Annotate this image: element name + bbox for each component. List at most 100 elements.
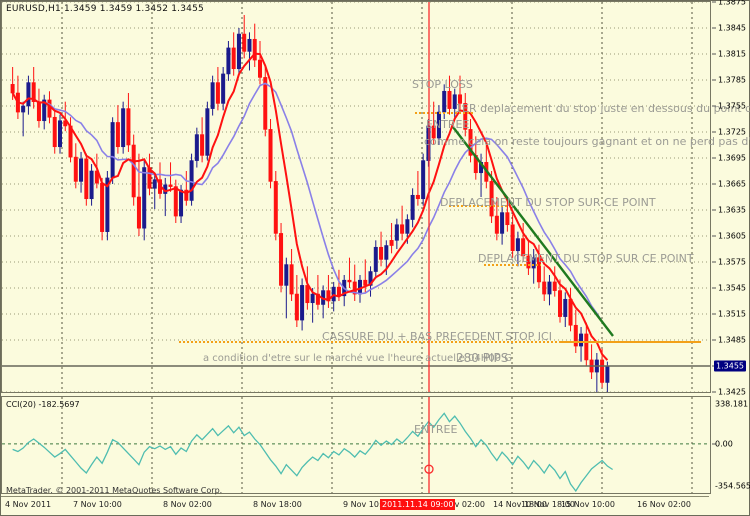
- candlestick: [168, 162, 173, 192]
- candlestick: [463, 93, 468, 137]
- candlestick: [84, 153, 89, 206]
- price-axis[interactable]: 1.3875 1.3845 1.3815 1.3785 1.3755 1.3725 1.36…: [712, 0, 749, 397]
- candlestick: [247, 32, 252, 71]
- candlestick: [347, 257, 352, 288]
- candlestick: [210, 75, 215, 116]
- time-axis-label: 8 Nov 02:00: [163, 500, 212, 509]
- candlestick: [226, 41, 231, 81]
- candlestick: [173, 179, 178, 223]
- candlestick: [89, 164, 94, 206]
- time-axis-label: 10 Nov 02:00: [431, 500, 485, 509]
- price-axis-tick: [712, 183, 716, 185]
- candlestick: [484, 145, 489, 189]
- candlestick: [494, 197, 499, 241]
- indicator-axis-label: -354.565: [715, 481, 750, 491]
- price-axis-label: 1.3695: [718, 153, 746, 163]
- price-axis-label: 1.3635: [718, 205, 746, 215]
- price-axis-tick: [712, 235, 716, 237]
- price-axis-label: 1.3575: [718, 257, 746, 267]
- time-axis-label: 15 Nov 10:00: [561, 500, 615, 509]
- candlestick: [368, 266, 373, 297]
- price-axis-label: 1.3785: [718, 75, 746, 85]
- price-axis-label: 1.3755: [718, 101, 746, 111]
- time-axis-label: 14 Nov 18:00: [493, 500, 547, 509]
- annotation-stop-move-2: DEPLACEMENT DU STOP SUR CE POINT: [478, 252, 694, 265]
- symbol-ohlc-header: EURUSD,H1 1.3459 1.3459 1.3452 1.3455: [6, 4, 204, 14]
- annotation-break-previous-low: CASSURE DU + BAS PRECEDENT STOP ICI: [322, 330, 552, 343]
- candlestick: [31, 67, 36, 109]
- candlestick: [26, 75, 31, 115]
- candlestick: [515, 231, 520, 267]
- price-chart-pane[interactable]: [1, 1, 711, 393]
- candlestick: [436, 105, 441, 145]
- time-cursor-tag: 2011.11.14 09:00: [380, 499, 456, 510]
- candlestick: [431, 101, 436, 145]
- candlestick: [584, 322, 589, 366]
- candlestick: [589, 344, 594, 379]
- time-axis-separator: [1, 496, 709, 497]
- indicator-axis-label: 338.181: [715, 399, 749, 409]
- candlestick: [510, 214, 515, 258]
- price-axis-tick: [712, 339, 716, 341]
- price-axis-tick: [712, 79, 716, 81]
- price-axis-label: 1.3875: [718, 0, 746, 7]
- candlestick: [284, 257, 289, 319]
- time-axis-label: 4 Nov 2011: [5, 500, 52, 509]
- candlestick: [21, 101, 26, 137]
- cci-chart-canvas[interactable]: [2, 397, 710, 493]
- candlestick: [194, 127, 199, 168]
- candlestick: [410, 188, 415, 228]
- candlestick: [521, 223, 526, 262]
- annotation-stop-loss: STOP LOSS: [412, 78, 473, 91]
- candlestick: [215, 67, 220, 111]
- candlestick: [236, 28, 241, 76]
- annotation-always-winning: comme cela on reste toujours gagnant et …: [424, 135, 750, 148]
- candlestick: [221, 67, 226, 111]
- candlestick: [126, 93, 131, 152]
- price-chart-canvas[interactable]: [2, 2, 710, 392]
- candlestick: [421, 153, 426, 206]
- candlestick: [447, 75, 452, 115]
- time-axis-label: 7 Nov 10:00: [73, 500, 122, 509]
- price-axis-label: 1.3725: [718, 127, 746, 137]
- candlestick: [531, 249, 536, 284]
- time-axis[interactable]: 4 Nov 2011 7 Nov 10:00 8 Nov 02:00 8 Nov 18…: [1, 496, 749, 515]
- cci-indicator-pane[interactable]: [1, 396, 711, 494]
- price-axis-tick: [712, 209, 716, 211]
- candlestick: [294, 275, 299, 327]
- candlestick: [36, 88, 41, 128]
- candlestick: [542, 266, 547, 301]
- crosshair-marker: [424, 464, 434, 474]
- candlestick: [252, 23, 257, 67]
- candlestick: [305, 266, 310, 310]
- annotation-stop-move-1: DEPLACEMENT DU STOP SUR CE POINT: [440, 196, 656, 209]
- candlestick: [526, 240, 531, 275]
- indicator-axis-label: 0.00: [715, 439, 733, 449]
- indicator-axis[interactable]: 338.181 0.00 -354.565: [712, 396, 750, 494]
- candlestick: [557, 279, 562, 323]
- candlestick: [457, 75, 462, 111]
- candlestick: [400, 205, 405, 241]
- candlestick: [52, 110, 57, 154]
- candlestick: [189, 153, 194, 206]
- candlestick: [489, 171, 494, 223]
- candlestick: [315, 275, 320, 310]
- cci-line: [12, 412, 613, 493]
- current-price-tag: 1.3455: [714, 360, 746, 372]
- annotation-entree-indicator: ENTREE: [414, 423, 458, 436]
- candlestick: [147, 153, 152, 196]
- time-axis-label: 16 Nov 02:00: [637, 500, 691, 509]
- price-axis-tick: [712, 313, 716, 315]
- candlestick: [579, 327, 584, 362]
- candlestick: [242, 15, 247, 59]
- price-axis-label: 1.3425: [718, 387, 746, 397]
- candlestick: [468, 119, 473, 163]
- candlestick: [231, 32, 236, 76]
- price-axis-tick: [712, 27, 716, 29]
- annotation-entree-price: ENTREE: [426, 118, 470, 131]
- price-axis-label: 1.3815: [718, 49, 746, 59]
- price-axis-tick: [712, 53, 716, 55]
- candlestick: [15, 75, 20, 119]
- price-axis-tick: [712, 391, 716, 393]
